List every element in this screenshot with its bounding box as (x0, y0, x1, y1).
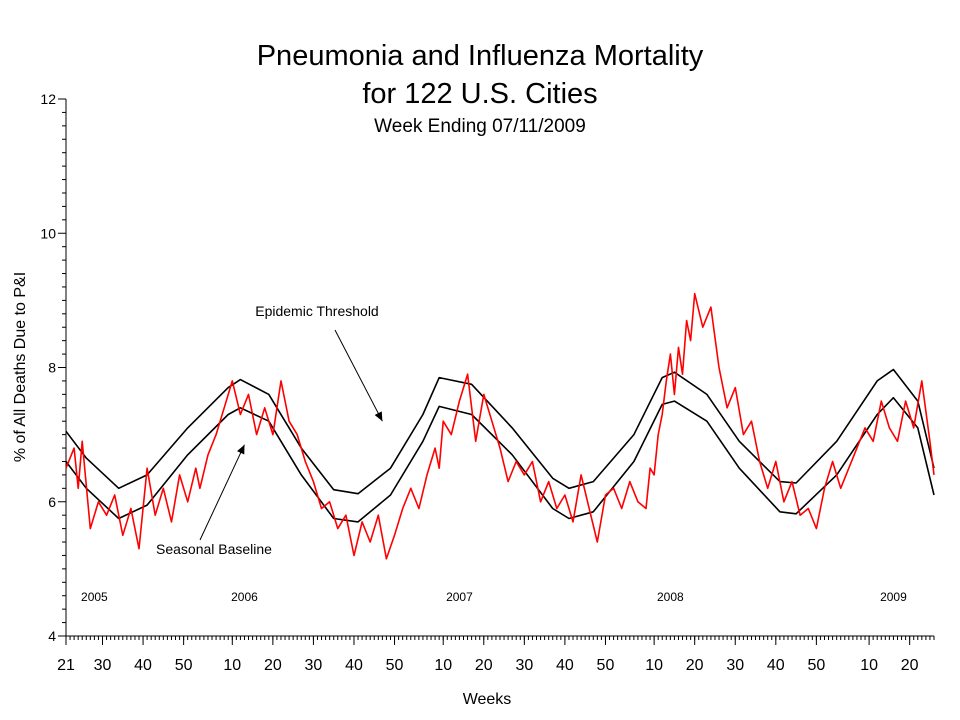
x-tick-label: 30 (94, 657, 112, 674)
annotation-arrow (334, 329, 383, 422)
x-tick-label: 10 (860, 657, 878, 674)
chart-title-line2: for 122 U.S. Cities (362, 78, 598, 110)
x-tick-label: 40 (767, 657, 785, 674)
x-tick-label: 20 (901, 657, 919, 674)
year-label: 2009 (880, 590, 907, 604)
annotation-arrowhead (237, 444, 245, 455)
x-tick-label: 50 (386, 657, 404, 674)
annotations: Epidemic Threshold Seasonal Baseline (156, 303, 383, 557)
x-tick-label: 30 (305, 657, 323, 674)
tick-marks (58, 98, 935, 645)
x-tick-label: 40 (345, 657, 363, 674)
y-tick-label: 6 (48, 494, 56, 510)
y-tick-label: 12 (40, 91, 56, 107)
y-tick-label: 8 (48, 360, 56, 376)
x-axis-label: Weeks (463, 691, 512, 708)
year-label: 2008 (657, 590, 684, 604)
x-tick-label: 20 (475, 657, 493, 674)
annotation-arrow (199, 444, 245, 541)
x-tick-label: 40 (556, 657, 574, 674)
x-tick-label: 50 (597, 657, 615, 674)
series-line-0 (65, 368, 935, 495)
year-label: 2007 (446, 590, 473, 604)
x-tick-label: 40 (134, 657, 152, 674)
series-line-1 (65, 396, 935, 523)
year-label: 2006 (231, 590, 258, 604)
x-tick-label: 10 (223, 657, 241, 674)
chart-subtitle: Week Ending 07/11/2009 (374, 116, 586, 137)
x-tick-label: 50 (175, 657, 193, 674)
tick-labels: 4 6 8 10 12 21 30 40 50 10 20 30 40 50 10 20 30 40 50 10 20 3… (40, 91, 918, 674)
x-tick-label: 20 (264, 657, 282, 674)
x-tick-label: 21 (57, 657, 75, 674)
y-tick-label: 4 (48, 628, 56, 644)
annotation-label: Epidemic Threshold (255, 303, 378, 319)
x-tick-label: 30 (515, 657, 533, 674)
x-tick-label: 10 (434, 657, 452, 674)
observed-series-line (65, 292, 935, 560)
annotation-arrowhead (374, 411, 383, 422)
annotation-label: Seasonal Baseline (156, 541, 272, 557)
y-axis-label: % of All Deaths Due to P&I (12, 272, 29, 462)
x-tick-label: 30 (726, 657, 744, 674)
year-label: 2005 (81, 590, 108, 604)
y-tick-label: 10 (40, 225, 56, 241)
x-tick-label: 50 (807, 657, 825, 674)
x-tick-label: 20 (686, 657, 704, 674)
x-tick-label: 10 (645, 657, 663, 674)
chart-title: Pneumonia and Influenza Mortality (256, 40, 704, 72)
series-layer (65, 292, 935, 560)
